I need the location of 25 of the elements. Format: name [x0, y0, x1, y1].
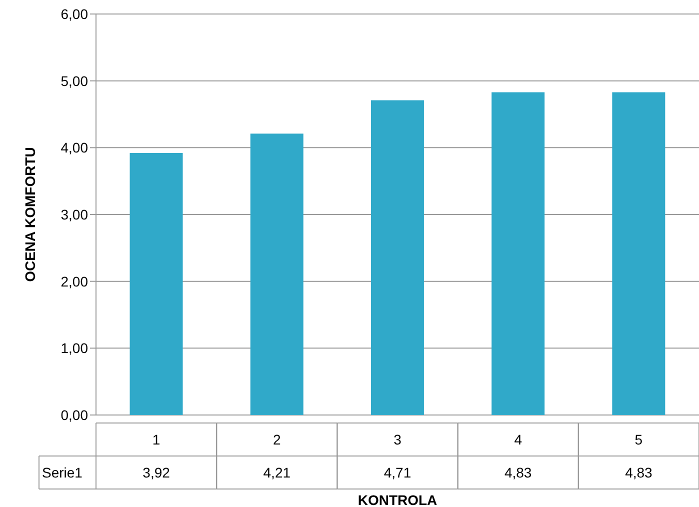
- data-label: 4,71: [384, 464, 412, 480]
- x-tick-label: 3: [394, 432, 402, 448]
- y-tick-label: 5,00: [60, 72, 88, 89]
- text: Serie1: [42, 464, 83, 480]
- bar: [370, 100, 424, 415]
- x-axis-title: KONTROLA: [358, 492, 438, 507]
- y-tick-label: 1,00: [60, 340, 88, 356]
- data-label: 4,83: [504, 464, 532, 480]
- y-tick-label: 6,00: [60, 6, 88, 22]
- x-tick-label: 2: [273, 432, 281, 448]
- bar: [250, 134, 304, 415]
- x-tick-label: 1: [152, 432, 160, 448]
- bar: [130, 153, 183, 415]
- y-tick-label: 0,00: [60, 406, 88, 423]
- y-axis-title: OCENA KOMFORTU: [22, 147, 38, 282]
- data-label: 3,92: [142, 464, 170, 480]
- y-tick-label: 4,00: [60, 140, 88, 156]
- y-tick-label: 2,00: [60, 273, 88, 290]
- y-tick-label: 3,00: [60, 206, 88, 222]
- data-label: 4,21: [263, 464, 291, 480]
- bar: [612, 92, 666, 415]
- bar: [492, 92, 545, 415]
- x-tick-label: 5: [634, 432, 643, 448]
- x-tick-label: 4: [514, 432, 522, 448]
- data-label: 4,83: [625, 464, 653, 480]
